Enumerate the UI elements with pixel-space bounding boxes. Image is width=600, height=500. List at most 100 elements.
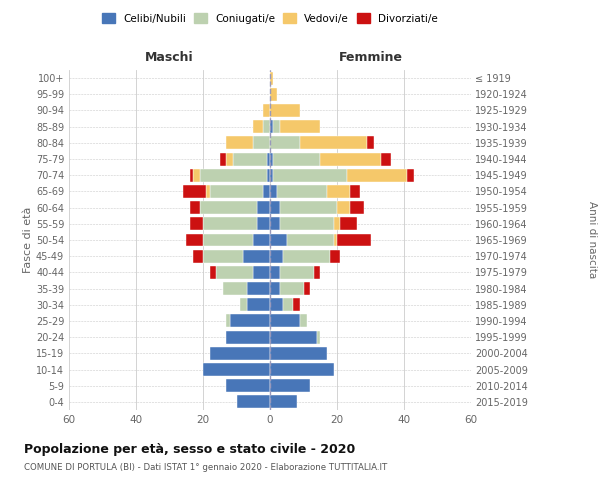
Bar: [253, 136, 270, 149]
Bar: [300, 136, 367, 149]
Bar: [190, 201, 200, 214]
Bar: [200, 201, 257, 214]
Bar: [203, 250, 243, 262]
Bar: [210, 347, 270, 360]
Bar: [367, 136, 374, 149]
Text: COMUNE DI PORTULA (BI) - Dati ISTAT 1° gennaio 2020 - Elaborazione TUTTITALIA.IT: COMUNE DI PORTULA (BI) - Dati ISTAT 1° g…: [24, 462, 387, 471]
Bar: [270, 169, 274, 181]
Bar: [203, 218, 257, 230]
Bar: [270, 88, 277, 101]
Bar: [270, 330, 317, 344]
Bar: [270, 314, 300, 328]
Bar: [270, 201, 280, 214]
Bar: [226, 330, 270, 344]
Bar: [183, 185, 206, 198]
Bar: [270, 266, 280, 279]
Bar: [274, 169, 347, 181]
Bar: [253, 266, 270, 279]
Bar: [210, 185, 263, 198]
Bar: [263, 185, 270, 198]
Bar: [257, 201, 270, 214]
Bar: [190, 218, 203, 230]
Bar: [247, 282, 270, 295]
Bar: [203, 363, 270, 376]
Bar: [270, 136, 300, 149]
Bar: [193, 169, 200, 181]
Bar: [304, 282, 310, 295]
Bar: [293, 298, 300, 311]
Bar: [327, 185, 350, 198]
Bar: [347, 169, 407, 181]
Bar: [380, 152, 391, 166]
Text: Femmine: Femmine: [338, 52, 403, 64]
Bar: [200, 169, 266, 181]
Bar: [210, 266, 217, 279]
Bar: [334, 234, 337, 246]
Bar: [236, 396, 270, 408]
Bar: [340, 218, 357, 230]
Bar: [270, 185, 277, 198]
Bar: [193, 250, 203, 262]
Bar: [270, 396, 297, 408]
Bar: [247, 298, 270, 311]
Bar: [350, 201, 364, 214]
Bar: [274, 152, 320, 166]
Bar: [334, 218, 340, 230]
Bar: [263, 120, 270, 133]
Bar: [320, 152, 380, 166]
Bar: [270, 298, 283, 311]
Bar: [233, 152, 266, 166]
Bar: [274, 120, 280, 133]
Bar: [270, 152, 274, 166]
Bar: [190, 169, 193, 181]
Bar: [223, 282, 247, 295]
Bar: [266, 169, 270, 181]
Bar: [407, 169, 414, 181]
Bar: [283, 250, 330, 262]
Text: Anni di nascita: Anni di nascita: [587, 202, 597, 278]
Bar: [253, 234, 270, 246]
Bar: [186, 234, 203, 246]
Bar: [270, 363, 334, 376]
Bar: [217, 266, 253, 279]
Bar: [277, 185, 327, 198]
Bar: [280, 282, 304, 295]
Bar: [206, 185, 210, 198]
Bar: [270, 379, 310, 392]
Bar: [270, 120, 274, 133]
Bar: [203, 234, 253, 246]
Bar: [337, 234, 371, 246]
Bar: [283, 298, 293, 311]
Bar: [270, 104, 300, 117]
Bar: [220, 152, 226, 166]
Bar: [270, 234, 287, 246]
Text: Popolazione per età, sesso e stato civile - 2020: Popolazione per età, sesso e stato civil…: [24, 442, 355, 456]
Bar: [331, 250, 340, 262]
Bar: [280, 266, 314, 279]
Legend: Celibi/Nubili, Coniugati/e, Vedovi/e, Divorziati/e: Celibi/Nubili, Coniugati/e, Vedovi/e, Di…: [99, 10, 441, 26]
Bar: [263, 104, 270, 117]
Bar: [240, 298, 247, 311]
Bar: [243, 250, 270, 262]
Bar: [270, 250, 283, 262]
Bar: [314, 266, 320, 279]
Bar: [280, 201, 337, 214]
Bar: [253, 120, 263, 133]
Bar: [270, 282, 280, 295]
Bar: [270, 72, 274, 85]
Y-axis label: Fasce di età: Fasce di età: [23, 207, 33, 273]
Bar: [300, 314, 307, 328]
Bar: [226, 314, 230, 328]
Bar: [317, 330, 320, 344]
Bar: [280, 218, 334, 230]
Bar: [337, 201, 350, 214]
Bar: [280, 120, 320, 133]
Bar: [270, 218, 280, 230]
Bar: [226, 152, 233, 166]
Bar: [230, 314, 270, 328]
Bar: [266, 152, 270, 166]
Bar: [350, 185, 361, 198]
Bar: [287, 234, 334, 246]
Bar: [257, 218, 270, 230]
Bar: [270, 347, 327, 360]
